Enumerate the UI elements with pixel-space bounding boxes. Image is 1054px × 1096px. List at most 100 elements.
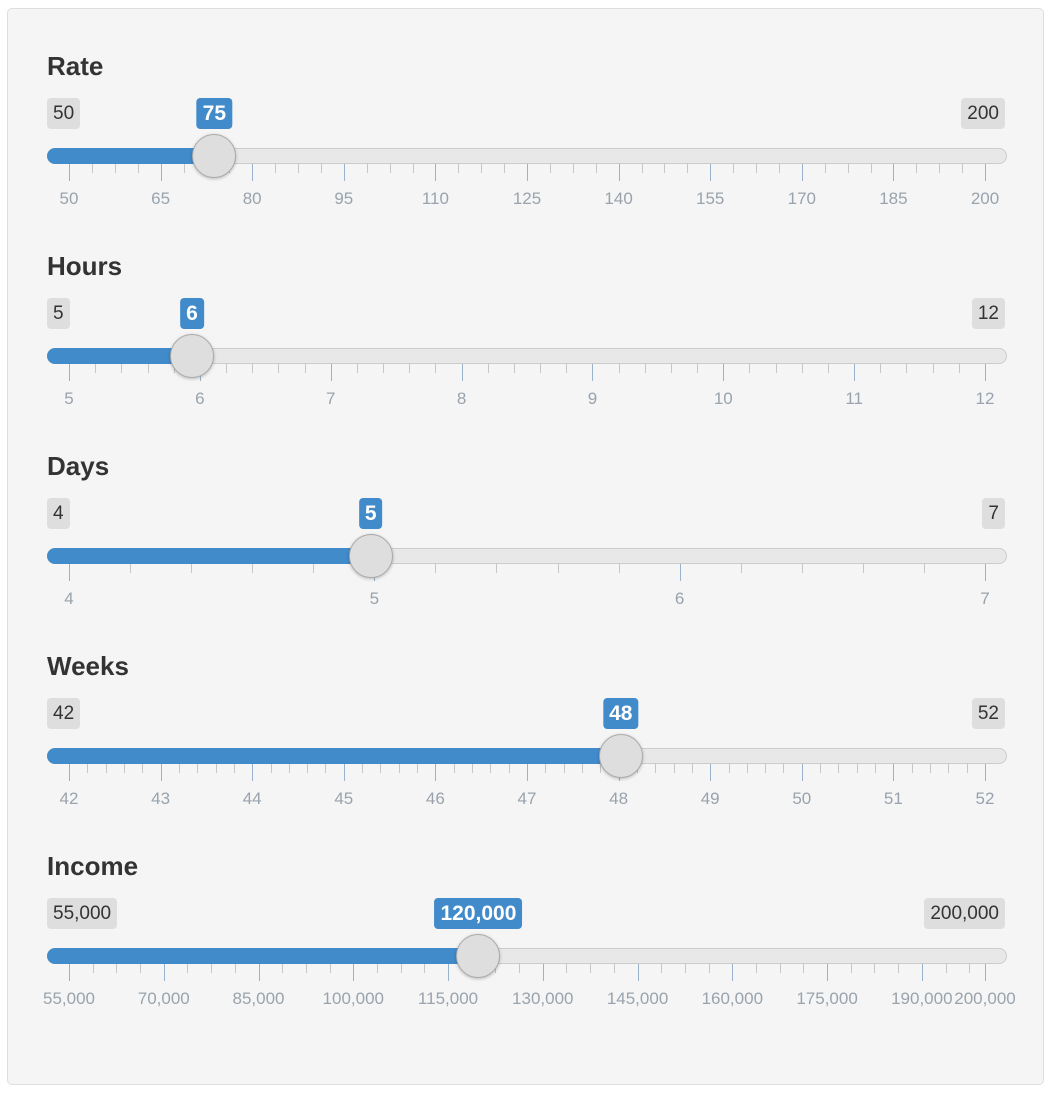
slider-handle[interactable] <box>598 734 643 778</box>
minor-tick <box>252 564 254 573</box>
major-tick <box>252 764 254 781</box>
major-tick <box>710 164 712 181</box>
minor-tick <box>939 164 941 173</box>
slider-handle[interactable] <box>348 534 393 578</box>
major-tick <box>592 364 594 381</box>
major-tick <box>69 164 70 181</box>
slider-income: Income 55,000 200,000 55,000 70,000 85,000 100… <box>8 809 1043 1009</box>
major-tick <box>637 964 639 981</box>
tick-label: 145,000 <box>606 989 669 1008</box>
minor-tick <box>655 764 657 773</box>
minor-tick <box>325 764 327 773</box>
minor-tick <box>733 164 735 173</box>
major-tick <box>985 564 986 581</box>
minor-tick <box>549 164 551 173</box>
major-tick <box>330 364 332 381</box>
minor-tick <box>114 164 116 173</box>
minor-tick <box>962 164 964 173</box>
minor-tick <box>313 564 315 573</box>
minor-tick <box>664 164 666 173</box>
tick-label: 44 <box>242 789 262 808</box>
minor-tick <box>508 764 510 773</box>
minor-tick <box>211 964 213 973</box>
minor-tick <box>641 164 643 173</box>
major-tick <box>527 164 528 181</box>
major-tick <box>732 964 734 981</box>
minor-tick <box>329 964 331 973</box>
slider-weeks: Weeks 42 52 42 43 44 45 46 47 48 49 50 51 52 48 <box>8 609 1043 809</box>
minor-tick <box>847 164 849 173</box>
slider-panel: Rate 50 200 50 65 80 95 110 125 140 155 170 185 200 75… <box>7 8 1044 1085</box>
major-tick <box>252 164 254 181</box>
tick-label: 43 <box>151 789 171 808</box>
minor-tick <box>563 764 565 773</box>
minor-tick <box>880 364 882 373</box>
slider-handle[interactable] <box>170 334 214 378</box>
tick-label: 5 <box>369 589 380 608</box>
minor-tick <box>756 964 757 973</box>
tick-label: 51 <box>883 789 903 808</box>
tick-label: 11 <box>845 389 863 408</box>
minor-tick <box>496 564 498 573</box>
major-tick <box>921 964 923 981</box>
minor-tick <box>252 364 254 373</box>
tick-label: 6 <box>195 389 205 408</box>
slider-fill <box>47 348 192 364</box>
minor-tick <box>424 964 426 973</box>
minor-tick <box>945 964 947 973</box>
minor-tick <box>130 564 132 573</box>
minor-tick <box>398 764 400 773</box>
minor-tick <box>783 764 785 773</box>
tick-label: 80 <box>242 189 262 208</box>
minor-tick <box>801 364 803 373</box>
tick-label: 45 <box>334 789 354 808</box>
minor-tick <box>824 164 826 173</box>
minor-tick <box>121 364 123 373</box>
tick-label: 185 <box>879 189 908 208</box>
minor-tick <box>187 964 189 973</box>
slider-days: Days 4 7 4 5 6 7 5 <box>8 409 1043 609</box>
tick-label: 85,000 <box>232 989 285 1008</box>
minor-tick <box>234 964 236 973</box>
minor-tick <box>481 164 483 173</box>
minor-tick <box>906 364 908 373</box>
tick-label: 115,000 <box>417 989 479 1008</box>
major-tick <box>69 364 70 381</box>
major-tick <box>723 364 725 381</box>
minor-tick <box>400 964 402 973</box>
minor-tick <box>140 964 142 973</box>
tick-label: 52 <box>975 789 995 808</box>
slider-handle[interactable] <box>192 134 237 178</box>
tick-label: 130,000 <box>512 989 574 1008</box>
minor-tick <box>820 764 822 773</box>
tick-label: 7 <box>980 589 990 608</box>
minor-tick <box>417 764 419 773</box>
minor-tick <box>545 764 547 773</box>
major-tick <box>527 764 528 781</box>
current-value-badge: 120,000 <box>434 898 523 929</box>
tick-label: 110 <box>421 189 449 208</box>
tick-label: 200 <box>970 189 1000 208</box>
minor-tick <box>409 364 411 373</box>
current-value-badge: 48 <box>603 698 639 729</box>
slider-handle[interactable] <box>456 934 501 978</box>
minor-tick <box>95 364 97 373</box>
minor-tick <box>91 164 93 173</box>
minor-tick <box>923 564 925 573</box>
minor-tick <box>827 364 829 373</box>
min-value-badge: 50 <box>47 98 81 129</box>
tick-label: 70,000 <box>137 989 190 1008</box>
major-tick <box>448 964 450 981</box>
current-value-badge: 6 <box>180 298 204 329</box>
minor-tick <box>801 564 803 573</box>
major-tick <box>461 364 463 381</box>
minor-tick <box>487 364 489 373</box>
minor-tick <box>898 964 900 973</box>
minor-tick <box>673 764 675 773</box>
tick-label: 140 <box>604 189 633 208</box>
minor-tick <box>105 764 107 773</box>
minor-tick <box>191 564 193 573</box>
minor-tick <box>687 164 689 173</box>
minor-tick <box>740 564 742 573</box>
minor-tick <box>595 164 597 173</box>
